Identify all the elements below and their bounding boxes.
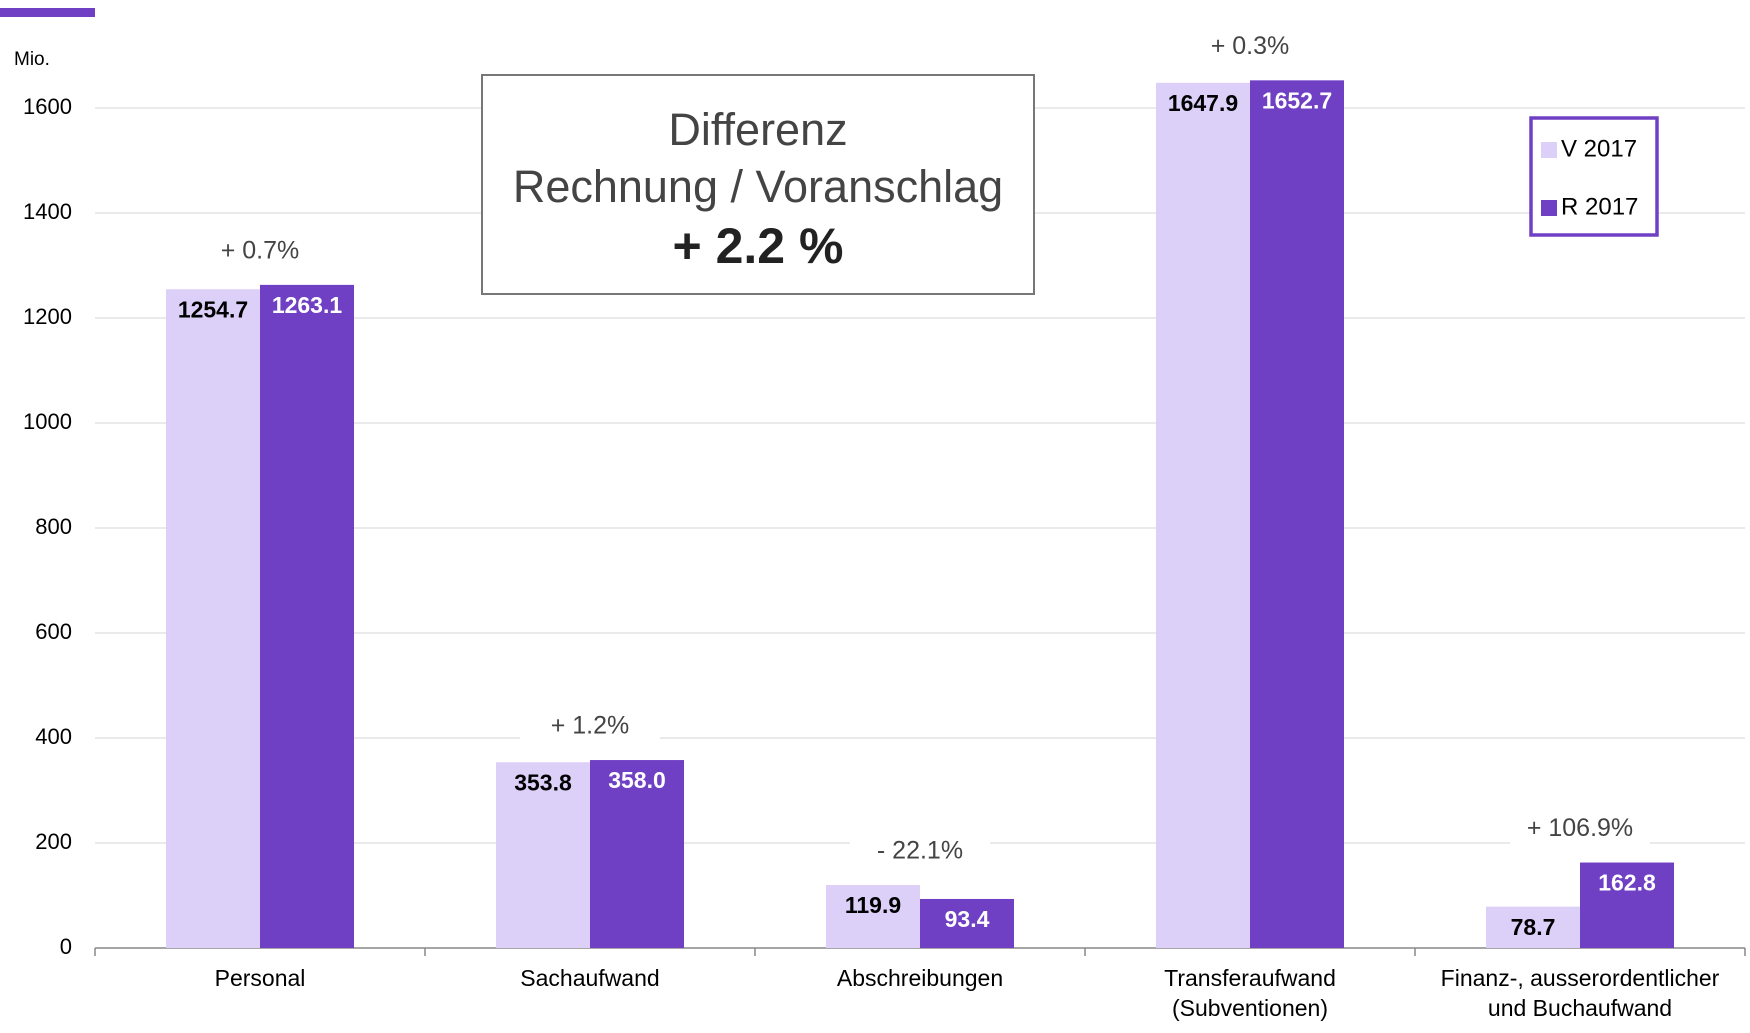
y-tick-label: 200: [35, 829, 72, 854]
bar: [590, 760, 684, 948]
x-tick-label: Finanz-, ausserordentlicher: [1441, 965, 1720, 991]
annotation: - 22.1%: [850, 835, 990, 870]
annotation-bg: [1510, 812, 1650, 847]
x-tick-label: und Buchaufwand: [1488, 995, 1672, 1021]
annotation: + 1.2%: [520, 710, 660, 745]
legend-label: R 2017: [1561, 193, 1638, 220]
value-label: 353.8: [514, 769, 572, 795]
bar: [1250, 80, 1344, 948]
x-tick-label: Personal: [215, 965, 306, 991]
x-tick-label: (Subventionen): [1172, 995, 1328, 1021]
bar: [1156, 82, 1250, 949]
annotation-text: + 1.2%: [551, 712, 630, 740]
legend-swatch: [1541, 142, 1557, 158]
summary-text: Rechnung / Voranschlag: [513, 161, 1003, 212]
y-tick-label: 0: [60, 934, 72, 959]
value-label: 1263.1: [272, 292, 343, 318]
annotation-text: - 22.1%: [877, 837, 963, 865]
value-label: 93.4: [945, 906, 990, 932]
annotation-bg: [1180, 30, 1320, 65]
bar: [166, 289, 260, 949]
bar: [826, 885, 920, 948]
annotation: + 0.3%: [1180, 30, 1320, 65]
annotation: + 0.7%: [190, 234, 330, 269]
accent-bar: [0, 8, 95, 17]
y-tick-label: 800: [35, 514, 72, 539]
bar: [1486, 906, 1580, 948]
x-tick-label: Abschreibungen: [837, 965, 1003, 991]
value-label: 358.0: [608, 767, 666, 793]
x-tick-label: Sachaufwand: [520, 965, 659, 991]
bar: [260, 284, 354, 948]
annotation: + 106.9%: [1510, 812, 1650, 847]
summary-box: [481, 74, 1035, 295]
bar: [496, 762, 590, 948]
legend-label: V 2017: [1561, 135, 1637, 162]
annotation-bg: [850, 835, 990, 870]
y-tick-label: 1200: [23, 304, 72, 329]
value-label: 1652.7: [1262, 87, 1332, 113]
summary-text: Differenz: [668, 104, 847, 155]
summary-text: + 2.2 %: [673, 218, 844, 274]
value-label: 119.9: [845, 892, 901, 918]
annotation-text: + 106.9%: [1527, 814, 1633, 842]
value-label: 1254.7: [178, 296, 248, 322]
value-label: 78.7: [1511, 914, 1556, 940]
annotation-text: + 0.7%: [221, 236, 300, 264]
legend-swatch: [1541, 200, 1557, 216]
bar: [1580, 862, 1674, 948]
bar: [920, 898, 1014, 948]
x-tick-label: Transferaufwand: [1164, 965, 1336, 991]
y-tick-label: 1600: [23, 94, 72, 119]
y-tick-label: 400: [35, 724, 72, 749]
unit-label: Mio.: [14, 49, 50, 70]
annotation-bg: [520, 710, 660, 745]
annotation-text: + 0.3%: [1211, 32, 1290, 60]
annotation-bg: [190, 234, 330, 269]
y-tick-label: 1000: [23, 409, 72, 434]
value-label: 162.8: [1598, 870, 1656, 896]
y-tick-label: 600: [35, 619, 72, 644]
value-label: 1647.9: [1168, 90, 1238, 116]
y-tick-label: 1400: [23, 199, 72, 224]
